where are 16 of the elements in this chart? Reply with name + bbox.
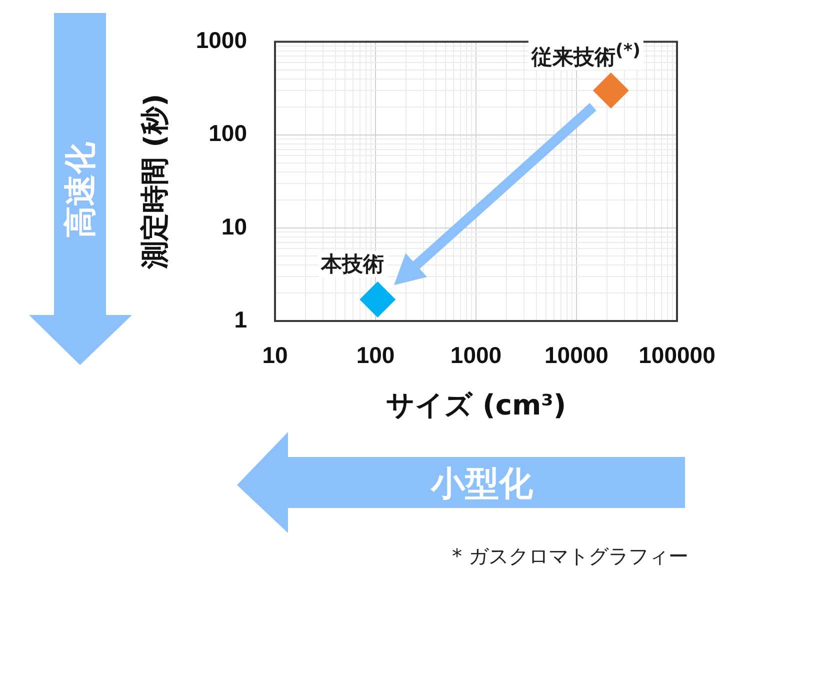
y-tick-label: 1 bbox=[234, 306, 248, 332]
text: 小型化 bbox=[431, 464, 533, 504]
x-axis-title: サイズ (cm³) bbox=[386, 388, 566, 422]
y-tick-label: 10 bbox=[221, 213, 247, 240]
x-tick-label: 1000 bbox=[450, 342, 502, 368]
series-label: 本技術 bbox=[318, 250, 388, 277]
y-axis-title: 測定時間 (秒) bbox=[138, 94, 172, 270]
y-tick-label: 100 bbox=[208, 120, 247, 146]
y-tick-label: 1000 bbox=[196, 27, 247, 54]
x-tick-label: 10000 bbox=[544, 342, 608, 368]
x-tick-label: 100000 bbox=[638, 342, 716, 368]
text: 高速化 bbox=[61, 142, 99, 238]
text: * ガスクロマトグラフィー bbox=[452, 544, 688, 568]
series-label: 従来技術$^{(*)}$ bbox=[528, 38, 644, 70]
x-tick-label: 100 bbox=[356, 342, 395, 368]
x-tick-label: 10 bbox=[262, 342, 288, 368]
